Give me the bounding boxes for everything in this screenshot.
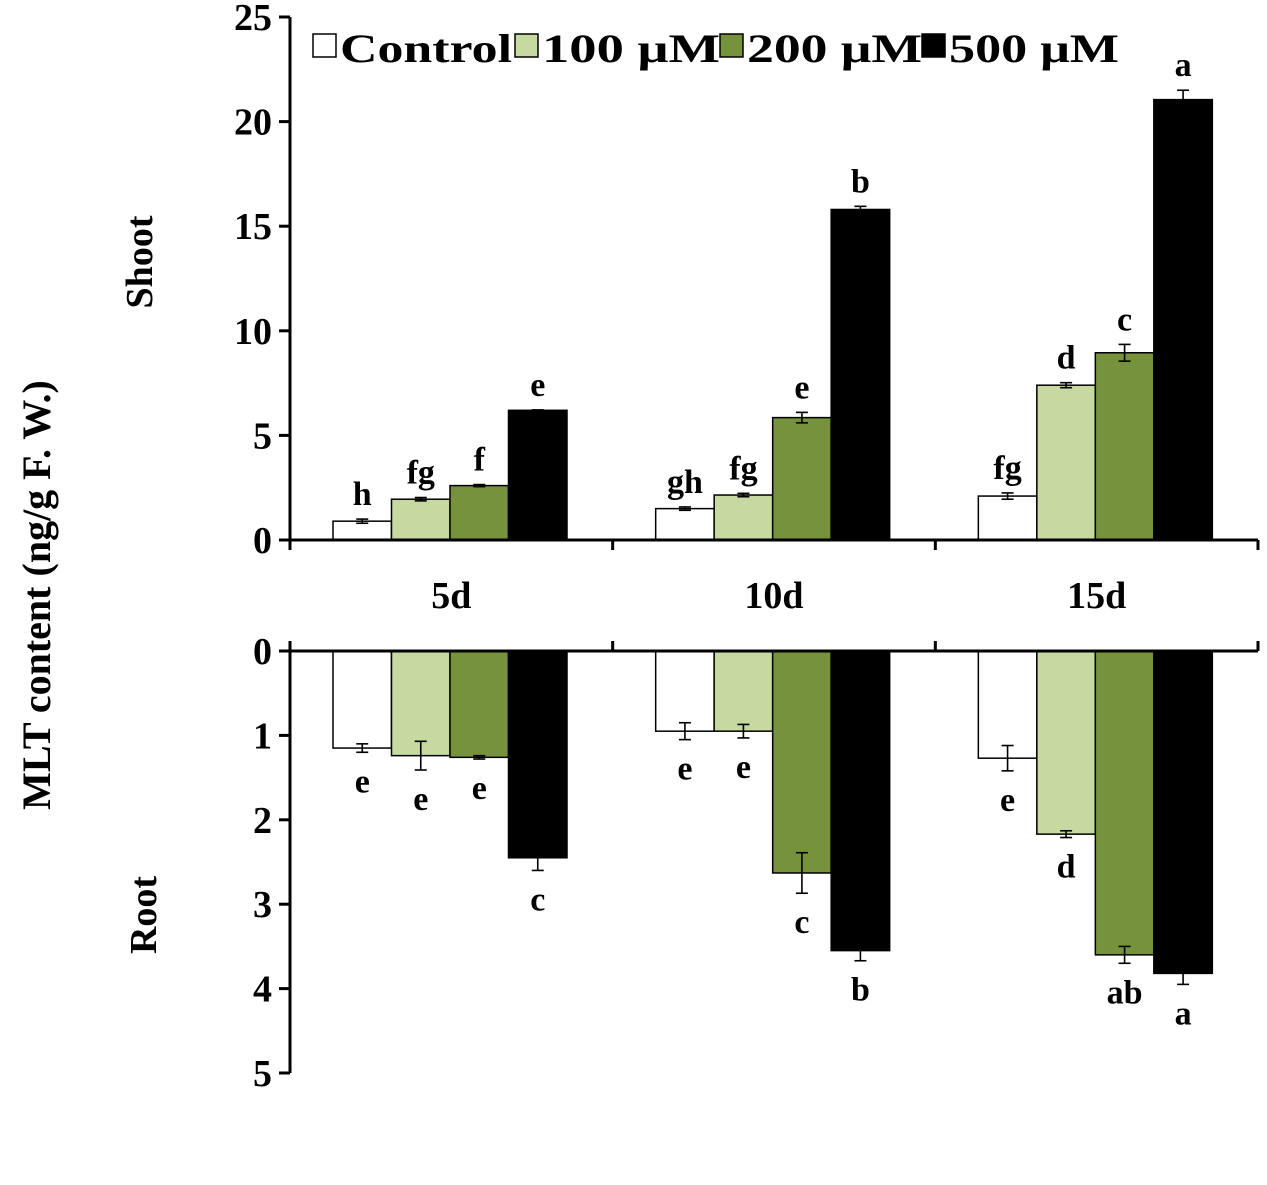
root-bar bbox=[713, 650, 774, 732]
root-significance-letter: d bbox=[1057, 849, 1076, 886]
legend-swatch bbox=[312, 33, 337, 58]
root-significance-letter: e bbox=[355, 763, 370, 800]
shoot-bar bbox=[1036, 384, 1097, 541]
root-significance-letter: c bbox=[794, 904, 809, 941]
shoot-significance-letter: fg bbox=[729, 450, 757, 487]
shoot-bar bbox=[771, 416, 832, 541]
shoot-y-tick-label: 5 bbox=[253, 415, 272, 457]
legend-label: 500 μM bbox=[949, 26, 1119, 71]
shoot-bar bbox=[390, 498, 451, 541]
legend: Control 100 μM 200 μM 500 μM bbox=[312, 26, 1119, 71]
shoot-bar bbox=[507, 409, 568, 541]
root-bar bbox=[1094, 650, 1155, 956]
legend-label: Control bbox=[340, 26, 512, 71]
root-significance-letter: c bbox=[530, 881, 545, 918]
root-bar bbox=[830, 650, 891, 952]
shoot-significance-letter: fg bbox=[407, 455, 435, 492]
root-significance-letter: e bbox=[736, 749, 751, 786]
root-bar bbox=[771, 650, 832, 874]
shoot-bar bbox=[1153, 98, 1214, 541]
shoot-y-tick-label: 25 bbox=[234, 0, 272, 39]
root-bar bbox=[390, 650, 451, 757]
root-bar bbox=[1153, 650, 1214, 975]
shoot-bar bbox=[713, 494, 774, 541]
root-significance-letter: ab bbox=[1107, 974, 1143, 1011]
shoot-y-tick-label: 20 bbox=[234, 102, 272, 144]
root-significance-letter: e bbox=[413, 781, 428, 818]
category-label: 10d bbox=[744, 575, 803, 617]
legend-label: 100 μM bbox=[542, 26, 720, 71]
root-bar bbox=[507, 650, 568, 859]
legend-label: 200 μM bbox=[747, 26, 922, 71]
root-bar bbox=[332, 650, 393, 749]
shoot-significance-letter: gh bbox=[667, 464, 703, 501]
panel-label-root: Root bbox=[123, 876, 165, 954]
shoot-significance-letter: f bbox=[474, 442, 486, 479]
root-bar bbox=[977, 650, 1038, 759]
shoot-significance-letter: e bbox=[794, 369, 809, 406]
shoot-bar bbox=[449, 484, 510, 541]
shoot-significance-letter: a bbox=[1175, 47, 1192, 84]
root-bar bbox=[1036, 650, 1097, 835]
root-significance-letter: e bbox=[472, 770, 487, 807]
root-y-tick-label: 2 bbox=[253, 800, 272, 842]
root-significance-letter: e bbox=[1000, 782, 1015, 819]
y-axis-title: MLT content (ng/g F. W.) bbox=[14, 380, 59, 810]
shoot-y-tick-label: 10 bbox=[234, 311, 272, 353]
shoot-bar bbox=[654, 507, 715, 541]
shoot-bar bbox=[830, 208, 891, 541]
shoot-significance-letter: c bbox=[1117, 301, 1132, 338]
legend-swatch bbox=[719, 33, 744, 58]
category-label: 15d bbox=[1067, 575, 1126, 617]
root-significance-letter: b bbox=[851, 972, 870, 1009]
root-y-tick-label: 5 bbox=[253, 1053, 272, 1095]
shoot-y-tick-label: 15 bbox=[234, 206, 272, 248]
shoot-y-tick-label: 0 bbox=[253, 520, 272, 562]
category-label: 5d bbox=[431, 575, 471, 617]
root-y-tick-label: 3 bbox=[253, 884, 272, 926]
shoot-significance-letter: b bbox=[851, 163, 870, 200]
bars-layer bbox=[332, 89, 1214, 986]
shoot-significance-letter: d bbox=[1057, 340, 1076, 377]
shoot-bar bbox=[977, 495, 1038, 541]
legend-swatch bbox=[921, 33, 946, 58]
legend-swatch bbox=[514, 33, 539, 58]
panel-label-shoot: Shoot bbox=[119, 215, 161, 308]
shoot-significance-letter: h bbox=[353, 476, 372, 513]
root-bar bbox=[449, 650, 510, 759]
shoot-bar bbox=[1094, 352, 1155, 541]
shoot-significance-letter: e bbox=[530, 367, 545, 404]
root-y-tick-label: 0 bbox=[253, 631, 272, 673]
root-bar bbox=[654, 650, 715, 732]
root-y-tick-label: 1 bbox=[253, 715, 272, 757]
root-significance-letter: a bbox=[1175, 995, 1192, 1032]
root-y-tick-label: 4 bbox=[253, 969, 272, 1011]
root-significance-letter: e bbox=[677, 751, 692, 788]
axes-layer bbox=[279, 15, 1260, 1075]
shoot-significance-letter: fg bbox=[993, 450, 1021, 487]
